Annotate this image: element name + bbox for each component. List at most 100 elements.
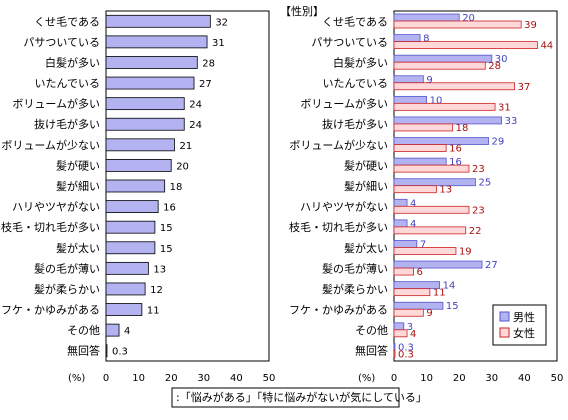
bar-female — [393, 247, 457, 255]
x-tick-label: 0 — [391, 373, 397, 384]
bar-female — [393, 164, 470, 173]
bar — [105, 261, 149, 275]
data-label-male: 9 — [426, 75, 432, 86]
data-label: 4 — [124, 326, 130, 337]
bar-female — [393, 329, 408, 338]
x-tick-label: 20 — [165, 373, 178, 384]
bar — [105, 35, 208, 49]
category-label: ボリュームが少ない — [1, 138, 100, 152]
data-label: 0.3 — [112, 347, 128, 358]
data-label-female: 31 — [498, 102, 511, 113]
data-label-male: 27 — [485, 260, 498, 271]
x-tick-label: 40 — [230, 373, 243, 384]
data-label: 12 — [150, 285, 163, 296]
data-label-female: 19 — [459, 246, 472, 257]
bar — [105, 200, 159, 213]
x-tick-label: 40 — [518, 373, 531, 384]
bar — [105, 56, 198, 69]
bar-male — [393, 116, 502, 125]
x-axis-unit: (%) — [358, 373, 375, 384]
legend: 男性 女性 — [492, 304, 547, 346]
category-label: ハリやツヤがない — [12, 200, 100, 214]
category-label: 枝毛・切れ毛が多い — [1, 220, 100, 234]
data-label-female: 18 — [456, 123, 469, 134]
data-label-male: 10 — [430, 95, 443, 106]
data-label-female: 23 — [472, 205, 485, 216]
category-label: ボリュームが多い — [12, 97, 100, 111]
bar-female — [393, 123, 454, 132]
footnote-box: :「悩みがある」「特に悩みがないが気にしている」 — [171, 387, 427, 408]
data-label-female: 22 — [469, 226, 482, 237]
data-label: 20 — [176, 161, 189, 172]
category-label: 抜け毛が多い — [322, 117, 388, 131]
bar-male — [393, 178, 476, 187]
data-label: 16 — [163, 203, 176, 214]
gender-chart-title: 【性別】 — [280, 4, 324, 18]
legend-swatch-female — [499, 327, 510, 338]
bar-female — [393, 102, 496, 111]
bar — [105, 97, 185, 111]
bar — [105, 323, 120, 337]
data-label-female: 13 — [439, 185, 452, 196]
data-label: 15 — [160, 244, 173, 255]
data-label-female: 28 — [488, 61, 501, 72]
category-label: 髪が硬い — [344, 158, 388, 172]
bar — [105, 117, 185, 131]
category-label: ボリュームが多い — [300, 97, 388, 111]
category-label: 髪が硬い — [56, 158, 100, 172]
x-tick-label: 0 — [103, 373, 109, 384]
x-tick-label: 30 — [197, 373, 210, 384]
category-label: フケ・かゆみがある — [1, 303, 100, 317]
data-label: 24 — [189, 100, 202, 111]
bar-female — [393, 226, 467, 235]
legend-label-female: 女性 — [513, 326, 535, 340]
category-label: パサついている — [311, 36, 388, 49]
bar — [105, 241, 156, 255]
data-label-male: 20 — [462, 13, 475, 24]
data-label-female: 23 — [472, 164, 485, 175]
bar — [105, 14, 211, 28]
data-label: 13 — [153, 264, 166, 275]
category-label: くせ毛である — [34, 15, 100, 28]
bar-female — [393, 185, 437, 194]
category-label: 無回答 — [67, 344, 100, 358]
bar-male — [393, 260, 483, 269]
category-label: 髪が柔らかい — [34, 282, 100, 296]
bar-male — [393, 137, 489, 145]
data-label: 21 — [179, 141, 192, 152]
data-label-male: 4 — [410, 219, 416, 230]
footnote: :「悩みがある」「特に悩みがないが気にしている」 — [176, 390, 427, 404]
data-label-male: 16 — [449, 157, 462, 168]
bar-female — [393, 144, 447, 152]
bar-male — [393, 343, 396, 351]
category-label: 髪が太い — [344, 241, 388, 255]
category-label: くせ毛である — [322, 15, 388, 28]
overall-chart: くせ毛である 32 パサついている 31 白髪が多い 28 いたんでいる 27 ボリュームが多い… — [1, 10, 275, 384]
category-label: フケ・かゆみがある — [289, 303, 388, 317]
data-label-female: 44 — [540, 41, 553, 52]
category-label: 無回答 — [355, 344, 388, 358]
category-label: 白髪が多い — [333, 55, 388, 69]
data-label: 27 — [199, 79, 212, 90]
data-label-male: 15 — [446, 301, 459, 312]
bar-female — [393, 288, 431, 297]
bar — [105, 179, 166, 193]
data-label: 24 — [189, 120, 202, 131]
bar-female — [393, 82, 516, 91]
data-label-male: 14 — [443, 281, 456, 292]
data-label-female: 9 — [426, 308, 432, 319]
data-label-female: 37 — [518, 82, 531, 93]
category-label: 髪が細い — [56, 179, 100, 193]
data-label-female: 39 — [524, 20, 537, 31]
x-tick-label: 10 — [420, 373, 433, 384]
category-label: いたんでいる — [35, 77, 100, 90]
data-label-female: 16 — [449, 144, 462, 155]
category-label: 髪の毛が薄い — [34, 261, 100, 275]
legend-swatch-male — [499, 311, 510, 322]
category-label: 抜け毛が多い — [34, 117, 100, 131]
data-label-female: 0.3 — [398, 349, 414, 360]
bar-female — [393, 61, 486, 70]
x-tick-label: 20 — [453, 373, 466, 384]
bar-male — [393, 301, 444, 310]
bar-male — [393, 157, 447, 166]
